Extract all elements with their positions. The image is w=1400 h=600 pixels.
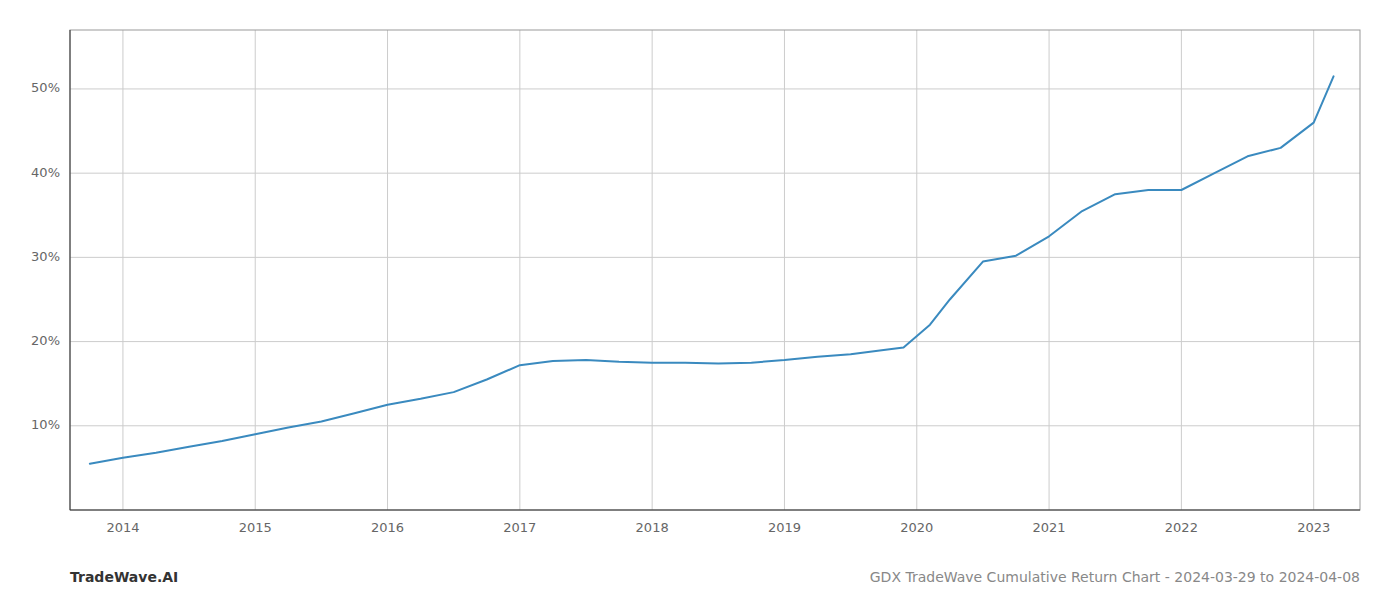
- plot-frame: [70, 30, 1360, 510]
- y-tick-label: 40%: [31, 165, 60, 180]
- x-tick-label: 2018: [636, 520, 669, 535]
- line: [90, 76, 1334, 463]
- grid-line: [519, 30, 520, 510]
- x-tick-label: 2016: [371, 520, 404, 535]
- grid-line: [70, 88, 1360, 89]
- x-tick-label: 2022: [1165, 520, 1198, 535]
- x-tick-label: 2021: [1033, 520, 1066, 535]
- y-axis-line: [70, 30, 71, 510]
- grid-line: [1181, 30, 1182, 510]
- x-tick-label: 2017: [503, 520, 536, 535]
- texts: TradeWave.AI GDX TradeWave Cumulative Ret…: [70, 569, 1360, 585]
- x-tick-label: 2015: [239, 520, 272, 535]
- grid-line: [122, 30, 123, 510]
- watermark: TradeWave.AI: [70, 569, 178, 585]
- x-tick-label: 2023: [1297, 520, 1330, 535]
- grid-line: [652, 30, 653, 510]
- grid-line: [784, 30, 785, 510]
- grid-line: [70, 257, 1360, 258]
- grid: [70, 30, 1360, 510]
- y-tick-label: 50%: [31, 80, 60, 95]
- y-tick-label: 10%: [31, 417, 60, 432]
- y-tick-label: 30%: [31, 249, 60, 264]
- grid-line: [70, 173, 1360, 174]
- x-tick-label: 2020: [900, 520, 933, 535]
- x-tick-label: 2014: [106, 520, 139, 535]
- axes: 10% 20% 30% 40% 50% 2014 2015 2016 2017 2018 2019 2…: [31, 30, 1360, 535]
- x-axis-line: [70, 510, 1360, 511]
- data-layer: [90, 76, 1334, 463]
- grid-line: [70, 341, 1360, 342]
- x-tick-label: 2019: [768, 520, 801, 535]
- title: GDX TradeWave Cumulative Return Chart - …: [870, 569, 1360, 585]
- grid-line: [70, 425, 1360, 426]
- grid-line: [1049, 30, 1050, 510]
- grid-line: [1313, 30, 1314, 510]
- y-tick-label: 20%: [31, 333, 60, 348]
- chart: 10% 20% 30% 40% 50% 2014 2015 2016 2017 2018 2019 2…: [0, 0, 1400, 600]
- grid-line: [387, 30, 388, 510]
- grid-line: [916, 30, 917, 510]
- grid-line: [255, 30, 256, 510]
